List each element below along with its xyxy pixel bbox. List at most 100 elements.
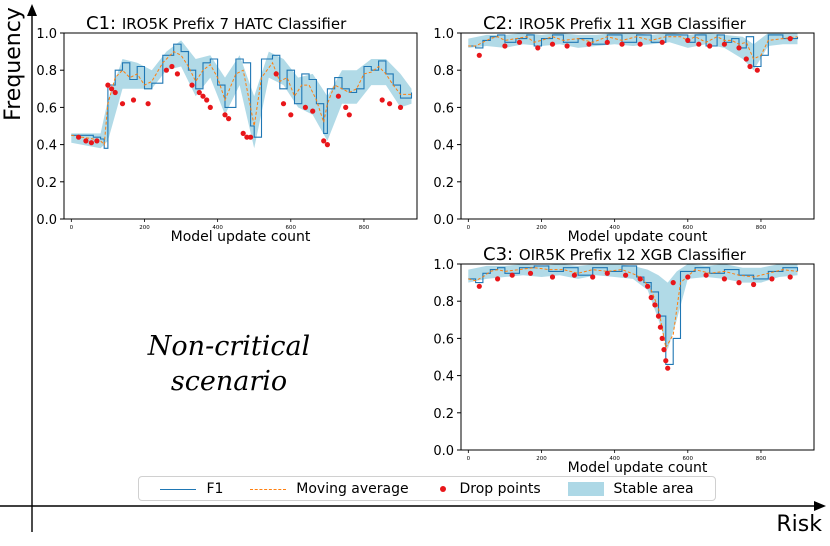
c3-x-tick-label: 200 — [536, 456, 547, 462]
c1-x-tick-label: 400 — [212, 225, 223, 231]
c2-moving-average-series — [468, 36, 798, 60]
c2-drop-point — [549, 41, 556, 47]
c1-drop-point — [240, 130, 246, 136]
c2-drop-point — [685, 37, 691, 44]
c1-drop-point — [105, 82, 111, 88]
c3-drop-point — [703, 272, 709, 278]
c2-drop-point — [476, 52, 482, 58]
c1-drop-point — [189, 82, 195, 88]
c1-drop-point — [248, 134, 254, 140]
c1-drop-point — [109, 86, 115, 92]
c3-drop-point — [670, 280, 676, 286]
c3-x-tick-label: 800 — [756, 456, 767, 462]
c3-stable-area — [468, 264, 798, 350]
legend-item-moving-average: Moving average — [250, 481, 409, 497]
c2-x-tick-label: 200 — [536, 225, 547, 231]
c2-x-axis-label: Model update count — [568, 229, 708, 245]
c1-drop-point — [397, 104, 404, 110]
legend-label-f1: F1 — [206, 480, 224, 497]
c1-drop-point — [335, 93, 341, 99]
c3-drop-point — [685, 274, 691, 280]
c1-drop-point — [196, 89, 202, 96]
c1-stable-area — [71, 40, 412, 149]
c2-drop-point — [619, 41, 625, 47]
c3-drop-point — [549, 274, 556, 280]
c1-drop-point — [244, 134, 250, 140]
c1-moving-average-series — [71, 50, 412, 146]
c1-drop-point — [169, 63, 175, 70]
c1-drop-point — [222, 112, 228, 118]
c1-drop-point — [226, 116, 232, 122]
c3-drop-point — [665, 365, 671, 371]
c1-y-tick-label: 0.8 — [36, 64, 57, 79]
c3-drop-point — [623, 272, 629, 278]
c1-x-tick-label: 0 — [70, 225, 74, 231]
c2-x-tick-label: 800 — [756, 225, 767, 231]
c2-drop-point — [604, 39, 610, 45]
c1-drop-point — [288, 112, 294, 118]
c3-drop-point — [509, 272, 515, 278]
c2-drop-point — [743, 56, 749, 62]
c3-drop-point — [637, 276, 643, 282]
c3-x-tick-label: 400 — [609, 456, 620, 462]
risk-axis-arrow — [814, 501, 826, 511]
c1-y-tick-label: 0.0 — [36, 213, 57, 228]
c3-y-tick-label: 0.4 — [433, 370, 454, 385]
c3-x-axis-label: Model update count — [568, 460, 708, 476]
c1-drop-point — [94, 138, 100, 144]
c3-drop-point — [527, 270, 534, 276]
f1-line-swatch — [160, 483, 197, 495]
c1-drop-point — [346, 112, 352, 118]
c1-drop-point — [273, 71, 279, 77]
c2-y-tick-label: 0.8 — [433, 64, 454, 79]
chart-c2: 0.0 0.2 0.4 0.6 0.8 1.0 0 200 400 600 800 Model upd… — [433, 13, 815, 245]
legend-item-stable-area: Stable area — [567, 480, 694, 497]
c3-drop-point — [769, 276, 775, 282]
c3-drop-point — [476, 283, 482, 289]
quadrant-label-line1: Non-critical — [147, 331, 310, 362]
c3-drop-point — [751, 281, 757, 288]
c1-x-tick-label: 800 — [359, 225, 370, 231]
c1-x-tick-label: 600 — [286, 225, 297, 231]
c3-moving-average-series — [468, 267, 798, 350]
c2-drop-point — [564, 43, 570, 49]
c1-drop-point — [130, 97, 137, 103]
c2-y-tick-label: 0.4 — [433, 139, 454, 154]
c1-drop-point — [145, 101, 151, 107]
c3-f1-series — [468, 265, 799, 365]
c3-drop-point — [645, 283, 651, 289]
risk-axis-label: Risk — [776, 512, 822, 537]
c3-x-tick-label: 600 — [683, 456, 694, 462]
c1-drop-point — [321, 138, 327, 144]
c2-title: C2: IRO5K Prefix 11 XGB Classifier — [483, 13, 747, 34]
c2-drop-point — [787, 36, 793, 42]
legend: F1 Moving average Drop points Stable are… — [138, 476, 716, 501]
c1-drop-point — [207, 104, 213, 110]
c2-drop-point — [747, 63, 753, 70]
c3-drop-point — [787, 274, 793, 280]
c2-plot-frame — [460, 32, 815, 220]
legend-item-f1: F1 — [160, 481, 223, 497]
c1-f1-series — [71, 43, 413, 149]
c2-title-text: IRO5K Prefix 11 XGB Classifier — [519, 15, 747, 33]
chart-c1: 0.0 0.2 0.4 0.6 0.8 1.0 0 200 400 600 800 Model upd… — [36, 13, 418, 245]
c2-stable-area — [468, 33, 798, 71]
c3-drop-point — [648, 294, 654, 301]
c3-drop-point — [655, 313, 662, 319]
c1-title-text: IRO5K Prefix 7 HATC Classifier — [122, 15, 347, 33]
c2-drop-point — [754, 67, 760, 73]
c2-y-tick-label: 0.2 — [433, 176, 454, 191]
c1-drop-point — [119, 101, 126, 107]
c1-y-tick-label: 0.4 — [36, 139, 57, 154]
c1-drop-point — [88, 140, 94, 146]
c2-y-tick-label: 1.0 — [433, 27, 454, 42]
c3-title-text: OIR5K Prefix 12 XGB Classifier — [519, 246, 747, 264]
c1-title: C1: IRO5K Prefix 7 HATC Classifier — [86, 13, 347, 34]
c2-x-tick-label: 0 — [467, 225, 471, 231]
legend-label-stable-area: Stable area — [613, 480, 694, 497]
c2-drop-point — [696, 41, 702, 47]
c1-drop-point — [204, 97, 210, 103]
c1-x-tick-label: 200 — [139, 225, 150, 231]
c2-drop-point — [637, 41, 643, 47]
